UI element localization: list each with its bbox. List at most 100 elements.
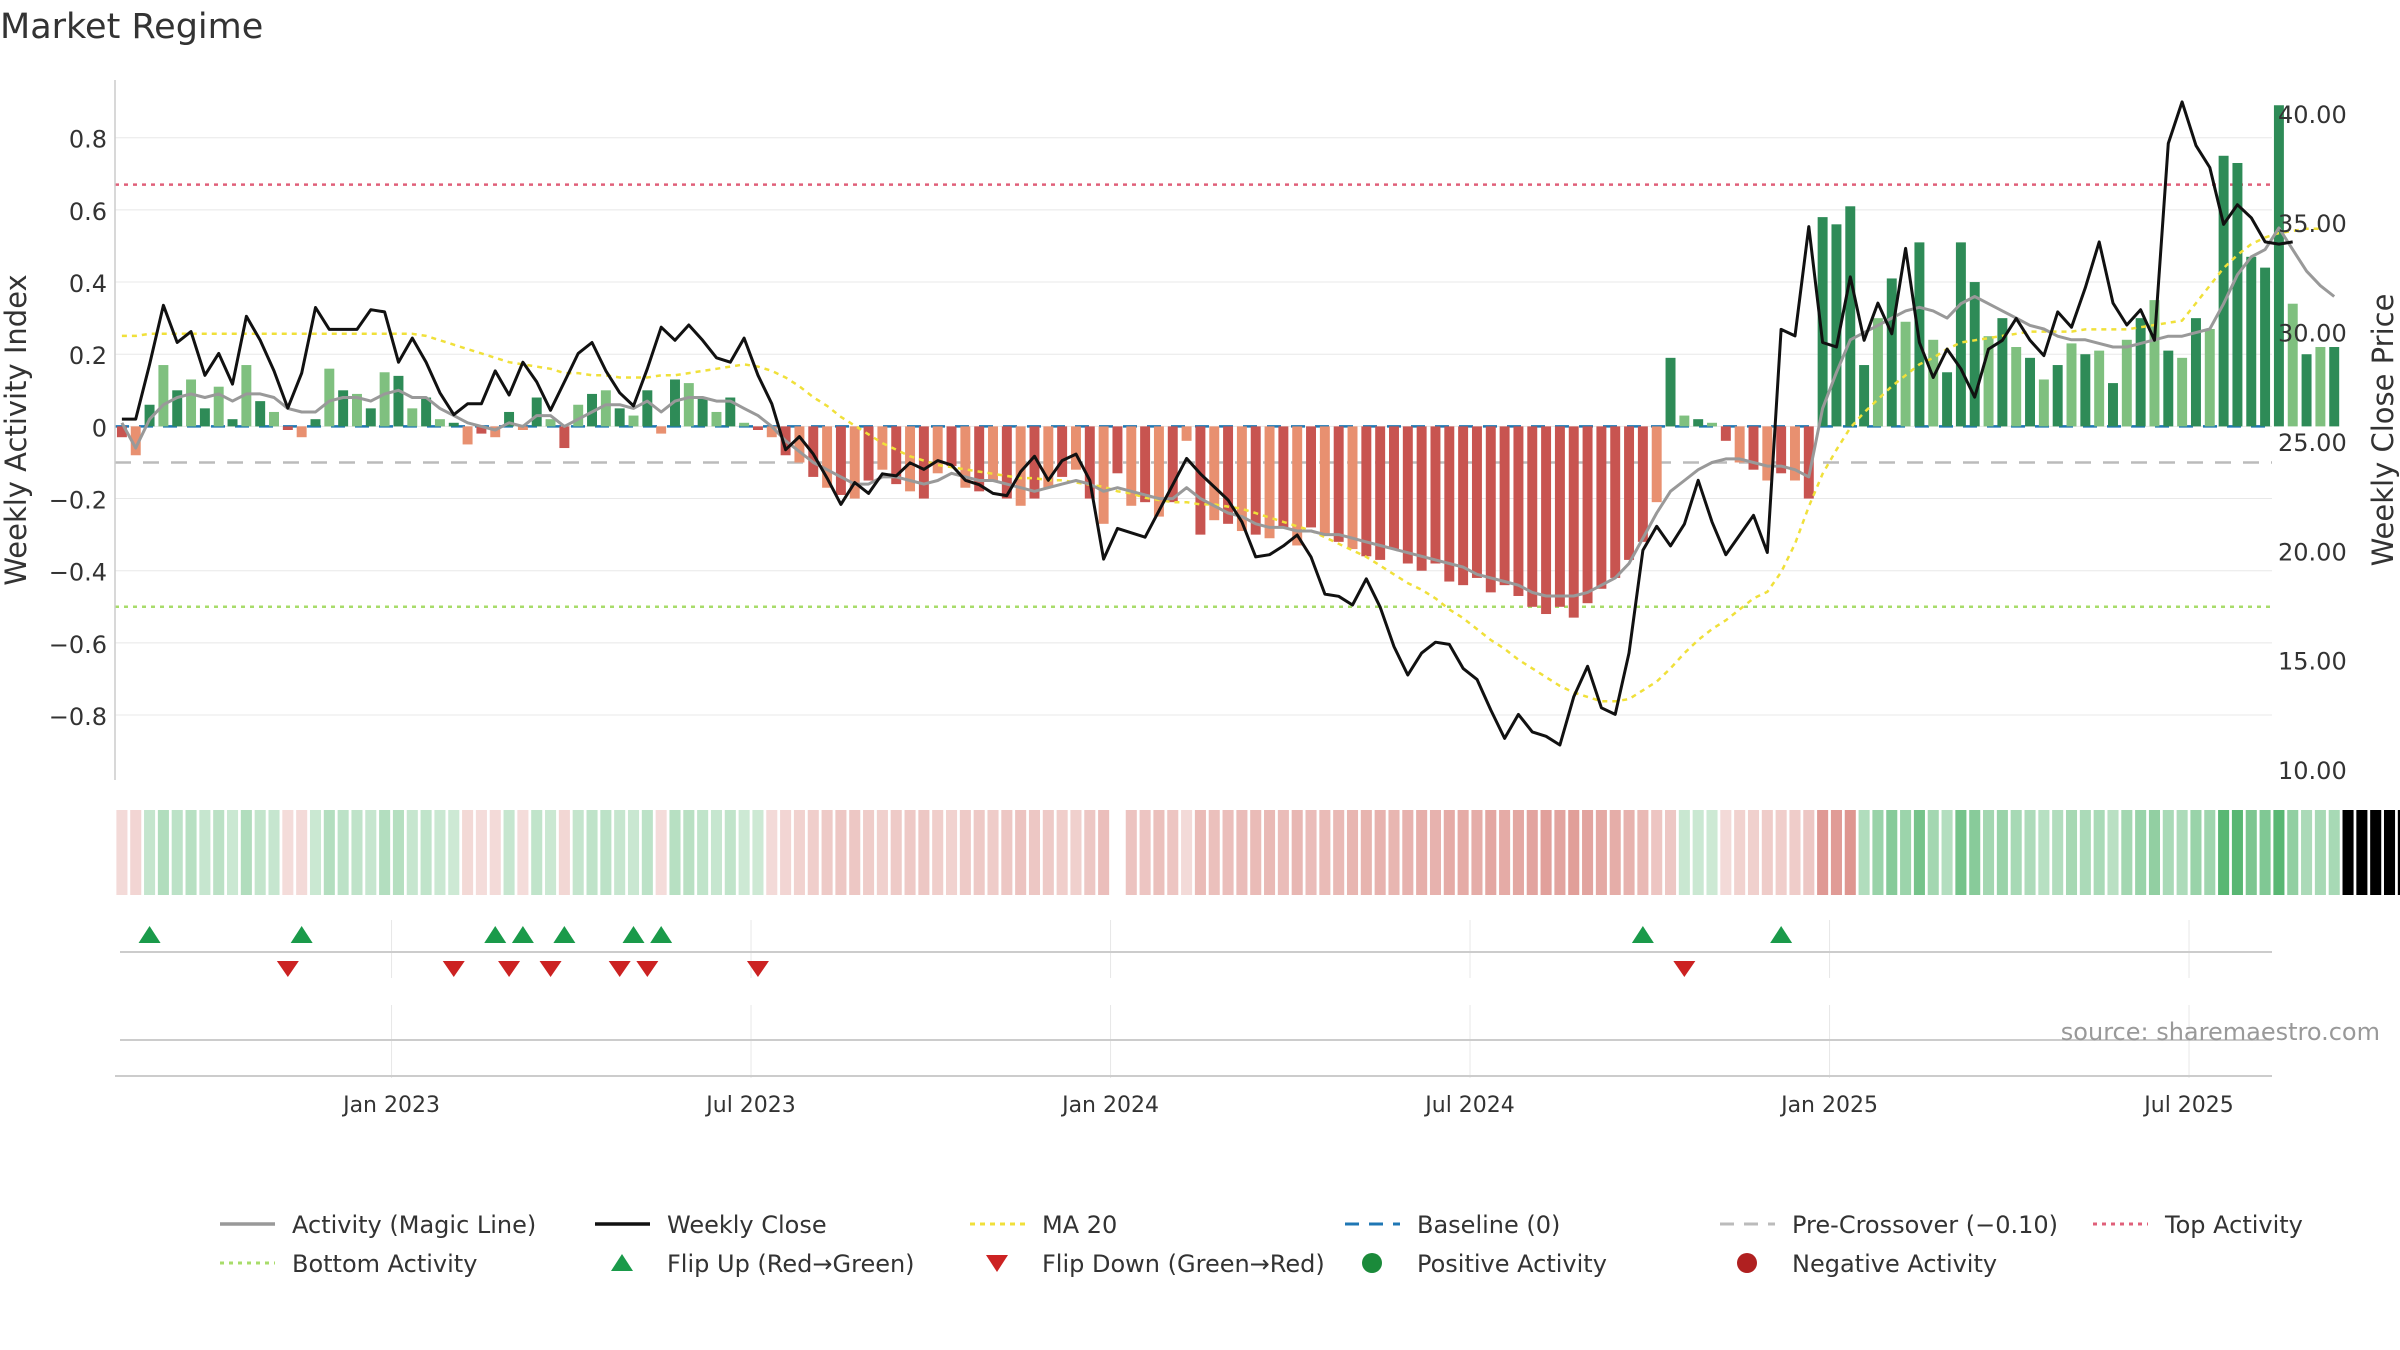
regime-cell [2190, 810, 2202, 895]
regime-cell [1844, 810, 1856, 895]
y-left-tick-label: 0.2 [69, 342, 107, 370]
activity-bar [504, 411, 515, 427]
activity-bar [2329, 347, 2340, 427]
activity-bar [725, 397, 736, 427]
regime-cell [863, 810, 875, 895]
regime-cell [1554, 810, 1566, 895]
flip-down-marker [746, 961, 769, 977]
regime-cell [503, 810, 515, 895]
flip-down-marker [539, 961, 562, 977]
regime-cell [296, 810, 308, 895]
regime-cell [1761, 810, 1773, 895]
flip-up-marker [290, 926, 313, 943]
legend-negative-dot-icon [1737, 1253, 1757, 1273]
legend-item: Bottom Activity [220, 1250, 477, 1278]
activity-bar [1596, 426, 1607, 589]
flip-up-marker [650, 926, 673, 943]
regime-cell [420, 810, 432, 895]
regime-cell [462, 810, 474, 895]
regime-cell [1250, 810, 1262, 895]
activity-bar [144, 404, 155, 427]
regime-cell [1955, 810, 1967, 895]
activity-bar [1803, 426, 1814, 499]
regime-cell [1886, 810, 1898, 895]
activity-bar [905, 426, 916, 492]
activity-bar [1236, 426, 1247, 532]
activity-bar [1098, 426, 1109, 524]
legend-label: Weekly Close [667, 1211, 827, 1239]
activity-bar [1043, 426, 1054, 488]
regime-cell [1125, 810, 1137, 895]
x-tick-label: Jul 2025 [2142, 1093, 2234, 1118]
activity-bar [656, 426, 667, 434]
regime-cell [379, 810, 391, 895]
regime-cell [1098, 810, 1110, 895]
regime-cell [697, 810, 709, 895]
activity-bar [1140, 426, 1151, 503]
regime-cell [2273, 810, 2285, 895]
regime-cell [144, 810, 156, 895]
regime-cell [1056, 810, 1068, 895]
activity-bar [324, 368, 335, 427]
legend-label: Bottom Activity [292, 1250, 477, 1278]
regime-cell [1983, 810, 1995, 895]
legend-flip-down-icon [986, 1255, 1008, 1272]
activity-bar [2287, 303, 2298, 427]
weekly-close-line [121, 100, 2293, 747]
x-tick-label: Jan 2023 [341, 1093, 440, 1118]
legend-item: Positive Activity [1362, 1250, 1607, 1278]
regime-cell [1429, 810, 1442, 895]
activity-bar [2025, 357, 2036, 427]
flip-down-marker [608, 961, 631, 977]
regime-cell [2148, 810, 2161, 895]
flip-up-marker [1631, 926, 1654, 943]
legend-item: Pre-Crossover (−0.10) [1720, 1211, 2058, 1239]
regime-cell [973, 810, 985, 895]
activity-bar [2080, 354, 2091, 427]
regime-cell [1789, 810, 1801, 895]
regime-cell [1996, 810, 2008, 895]
activity-bar [1831, 224, 1842, 427]
activity-bar [1969, 282, 1980, 427]
regime-cell [2301, 810, 2313, 895]
regime-cell [876, 810, 888, 895]
reference-lines [115, 183, 2272, 609]
activity-bar [158, 365, 169, 427]
regime-cell [1623, 810, 1635, 895]
series-lines [120, 100, 2336, 747]
regime-cell [710, 810, 723, 895]
source-label: source: sharemaestro.com [2061, 1018, 2380, 1046]
activity-bar [296, 426, 307, 438]
legend-item: Flip Down (Green→Red) [986, 1250, 1325, 1278]
regime-cell [1664, 810, 1677, 895]
activity-bar [2052, 365, 2063, 427]
regime-cell [1181, 810, 1193, 895]
regime-cell [475, 810, 487, 895]
regime-cell [2356, 810, 2368, 895]
activity-bar [1665, 357, 1676, 427]
activity-bar [393, 375, 404, 427]
regime-cell [1374, 810, 1386, 895]
activity-bar [1153, 426, 1164, 517]
y-left-tick-label: 0 [92, 414, 107, 442]
x-tick-label: Jan 2025 [1779, 1093, 1878, 1118]
regime-cell [1858, 810, 1870, 895]
activity-bar [130, 426, 141, 456]
y-left-tick-label: 0.6 [69, 198, 107, 226]
regime-cell [171, 810, 183, 895]
activity-bar [241, 365, 252, 427]
regime-cell [890, 810, 902, 895]
y-left-tick-label: 0.8 [69, 126, 107, 154]
regime-cell [835, 810, 847, 895]
regime-cell [1913, 810, 1925, 895]
activity-bar [2011, 347, 2022, 427]
regime-cell [1416, 810, 1428, 895]
regime-cell [254, 810, 266, 895]
bottom-panel [115, 1039, 2272, 1077]
activity-bar [116, 426, 127, 438]
activity-bar [988, 426, 998, 481]
regime-cell [1402, 810, 1414, 895]
activity-bar [1817, 217, 1828, 427]
regime-cell [2245, 810, 2257, 895]
